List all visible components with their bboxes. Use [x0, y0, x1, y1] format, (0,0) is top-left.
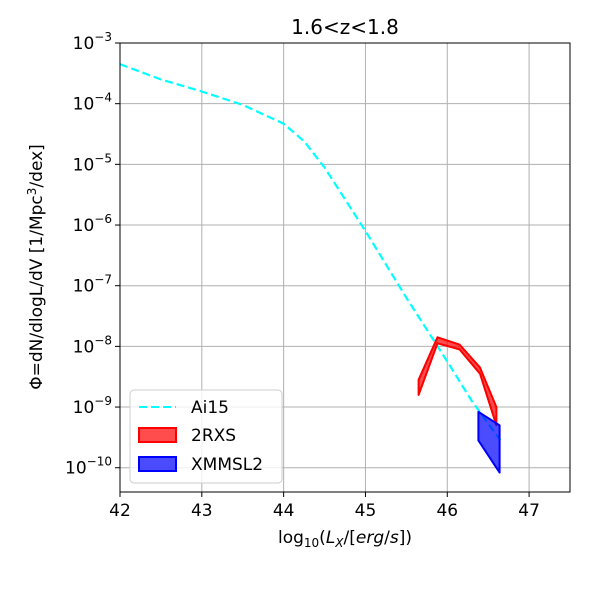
x-axis-ticks: 42 43 44 45 46 47 [109, 492, 540, 521]
ai15-line [119, 63, 502, 442]
x-tick-label: 42 [109, 501, 131, 521]
y-tick-label: 10−3 [73, 30, 112, 54]
legend-xmmsl2-swatch [138, 456, 177, 472]
y-tick-label: 10−6 [73, 212, 112, 236]
band-series [417, 336, 501, 474]
x-tick-label: 46 [436, 501, 458, 521]
legend: Ai15 2RXS XMMSL2 [129, 389, 283, 484]
x-tick-label: 45 [355, 501, 377, 521]
plot-frame [119, 42, 571, 493]
y-axis-ticks: 10−3 10−4 10−5 10−6 10−7 10−8 10−9 10−10 [65, 30, 120, 479]
ai15-series [119, 63, 502, 442]
chart-title: 1.6<z<1.8 [291, 15, 399, 39]
y-tick-label: 10−8 [73, 333, 112, 357]
y-tick-label: 10−4 [73, 91, 112, 115]
legend-xmmsl2-label: XMMSL2 [191, 455, 263, 475]
y-tick-label: 10−5 [73, 151, 112, 175]
y-tick-label: 10−10 [65, 455, 112, 479]
legend-ai15-label: Ai15 [191, 398, 229, 418]
legend-2rxs-swatch [138, 427, 177, 443]
legend-2rxs-label: 2RXS [191, 426, 236, 446]
xmmsl2-band [477, 410, 501, 474]
x-tick-label: 43 [191, 501, 213, 521]
y-tick-label: 10−7 [73, 273, 112, 297]
x-axis-label: log10(LX/[erg/s]) [278, 528, 412, 550]
x-tick-label: 47 [518, 501, 540, 521]
x-tick-label: 44 [273, 501, 295, 521]
y-tick-label: 10−9 [73, 394, 112, 418]
y-axis-label: Φ=dN/dlogL/dV [1/Mpc3/dex] [25, 144, 47, 390]
